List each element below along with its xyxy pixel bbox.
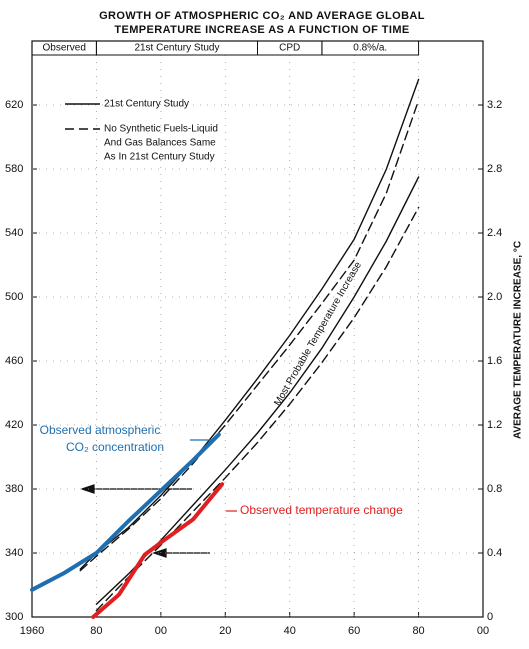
y-tick-label: 340 [5,547,23,559]
series-line [79,78,420,570]
x-tick-label: 60 [348,625,360,637]
series-line [79,99,420,572]
series-line [91,482,225,619]
legend-label: And Gas Balances Same [104,138,216,149]
chart-title: TEMPERATURE INCREASE AS A FUNCTION OF TI… [114,24,409,36]
y2-tick-label: 1.6 [487,355,502,367]
x-tick-label: 40 [284,625,296,637]
y-tick-label: 460 [5,355,23,367]
period-label: 0.8%/a. [353,43,387,54]
y2-tick-label: 1.2 [487,419,502,431]
y-tick-label: 580 [5,163,23,175]
y2-tick-label: 2.0 [487,291,502,303]
period-label: Observed [43,43,86,54]
series-line [30,432,221,592]
x-tick-label: 80 [412,625,424,637]
y-tick-label: 500 [5,291,23,303]
x-tick-label: 1960 [20,625,44,637]
x-tick-label: 00 [477,625,489,637]
y2-tick-label: 0.4 [487,547,502,559]
y2-axis-label: AVERAGE TEMPERATURE INCREASE, °C [513,241,524,439]
y2-tick-label: 2.4 [487,227,502,239]
series-callout: Observed atmospheric [40,423,161,437]
series-line [95,176,420,605]
period-label: CPD [279,43,300,54]
y2-tick-label: 0 [487,611,493,623]
chart-title: GROWTH OF ATMOSPHERIC CO₂ AND AVERAGE GL… [99,10,425,22]
x-tick-label: 20 [219,625,231,637]
series-callout: CO₂ concentration [66,440,164,454]
y-tick-label: 420 [5,419,23,431]
plot-frame [31,40,484,618]
y-tick-label: 540 [5,227,23,239]
y2-tick-label: 2.8 [487,163,502,175]
y2-tick-label: 0.8 [487,483,502,495]
x-tick-label: 00 [155,625,167,637]
y2-tick-label: 3.2 [487,99,502,111]
period-label: 21st Century Study [134,43,219,54]
y-tick-label: 300 [5,611,23,623]
series-callout: Observed temperature change [240,503,403,517]
legend-label: As In 21st Century Study [104,152,215,163]
series-line [95,206,420,612]
x-tick-label: 80 [90,625,102,637]
legend-label: No Synthetic Fuels-Liquid [104,124,218,135]
y-tick-label: 620 [5,99,23,111]
legend-label: 21st Century Study [104,99,189,110]
annotation: Most Probable Temperature Increase [272,260,364,408]
y-tick-label: 380 [5,483,23,495]
